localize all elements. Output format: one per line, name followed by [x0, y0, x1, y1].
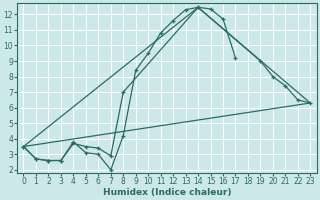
X-axis label: Humidex (Indice chaleur): Humidex (Indice chaleur): [103, 188, 231, 197]
